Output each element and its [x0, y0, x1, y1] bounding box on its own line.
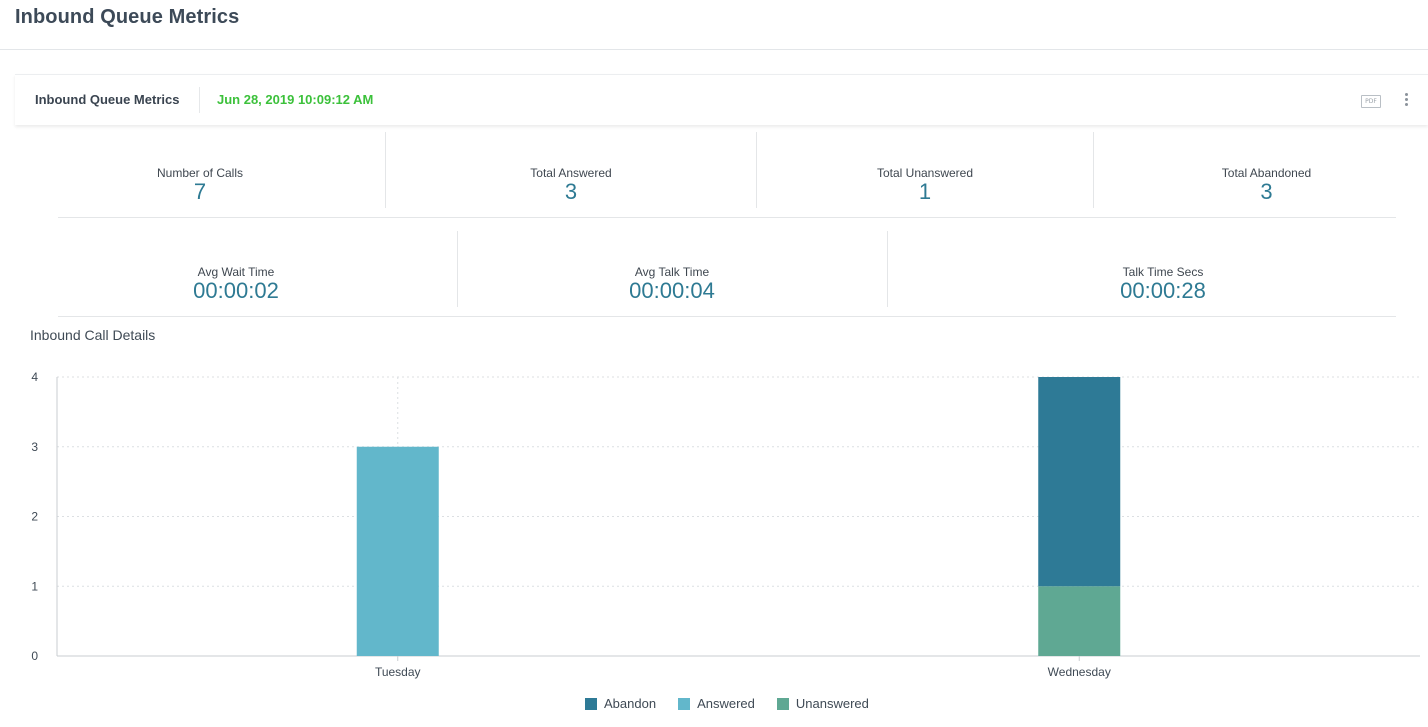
more-vertical-icon[interactable]: [1401, 91, 1411, 109]
x-tick-label: Tuesday: [375, 665, 421, 679]
legend-swatch-unanswered: [776, 697, 789, 710]
page-title: Inbound Queue Metrics: [15, 6, 240, 28]
metric-value: 00:00:02: [193, 278, 279, 303]
metric-avg-talk-time: Avg Talk Time 00:00:04: [458, 265, 886, 303]
metric-label: Total Answered: [530, 166, 612, 180]
legend-label: Abandon: [604, 696, 657, 711]
metric-divider: [756, 132, 757, 208]
legend-swatch-answered: [678, 697, 691, 710]
metric-total-unanswered: Total Unanswered 1: [757, 166, 1093, 204]
metric-label: Talk Time Secs: [1122, 265, 1204, 279]
metric-divider: [887, 231, 888, 307]
panel-title: Inbound Queue Metrics: [35, 92, 180, 107]
metric-label: Avg Wait Time: [197, 265, 275, 279]
legend-label: Unanswered: [795, 696, 869, 711]
metric-value: 1: [918, 179, 932, 204]
bar-answered-tuesday: [356, 446, 439, 656]
metric-value: 00:00:04: [629, 278, 715, 303]
panel-timestamp: Jun 28, 2019 10:09:12 AM: [217, 92, 374, 107]
chart-title: Inbound Call Details: [30, 327, 156, 343]
legend-item-unanswered[interactable]: Unanswered: [776, 696, 869, 711]
metrics-row-1: Number of Calls 7 Total Answered 3 Total…: [0, 166, 1428, 206]
y-tick-label: 3: [31, 440, 38, 454]
pdf-export-icon[interactable]: PDF: [1361, 95, 1381, 108]
metric-value: 00:00:28: [1120, 278, 1206, 303]
metric-divider: [1093, 132, 1094, 208]
metrics-row-2: Avg Wait Time 00:00:02 Avg Talk Time 00:…: [0, 265, 1428, 305]
chart-legend: Abandon Answered Unanswered: [585, 696, 869, 711]
metric-talk-time-secs: Talk Time Secs 00:00:28: [887, 265, 1428, 303]
bar-unanswered-wednesday: [1038, 586, 1121, 656]
metric-label: Number of Calls: [156, 166, 244, 180]
metric-avg-wait-time: Avg Wait Time 00:00:02: [15, 265, 457, 303]
metrics-row-divider: [58, 217, 1396, 218]
y-tick-label: 0: [31, 649, 38, 663]
inbound-call-details-chart: 0 1 2 3 4 Tuesday Wednesday: [31, 370, 1420, 679]
y-tick-label: 4: [31, 370, 38, 384]
panel-divider: [199, 87, 200, 113]
legend-label: Answered: [697, 696, 755, 711]
metric-number-of-calls: Number of Calls 7: [15, 166, 385, 204]
metric-value: 7: [193, 179, 207, 204]
metric-divider: [385, 132, 386, 208]
metric-value: 3: [1260, 179, 1273, 204]
legend-item-answered[interactable]: Answered: [678, 696, 755, 711]
metric-total-abandoned: Total Abandoned 3: [1094, 166, 1428, 204]
panel-header: Inbound Queue Metrics Jun 28, 2019 10:09…: [15, 74, 1428, 125]
page-header: Inbound Queue Metrics: [0, 0, 1428, 50]
bar-abandon-wednesday: [1038, 377, 1121, 587]
metric-value: 3: [564, 179, 578, 204]
metric-label: Total Abandoned: [1221, 166, 1312, 180]
legend-item-abandon[interactable]: Abandon: [585, 696, 656, 711]
legend-swatch-abandon: [585, 697, 597, 710]
metric-label: Total Unanswered: [876, 166, 974, 180]
y-tick-label: 1: [31, 579, 38, 593]
x-tick-label: Wednesday: [1048, 665, 1111, 679]
metrics-row-divider: [58, 316, 1396, 317]
y-tick-label: 2: [31, 510, 38, 524]
metric-label: Avg Talk Time: [634, 265, 710, 279]
metric-total-answered: Total Answered 3: [386, 166, 756, 204]
metric-divider: [457, 231, 458, 307]
